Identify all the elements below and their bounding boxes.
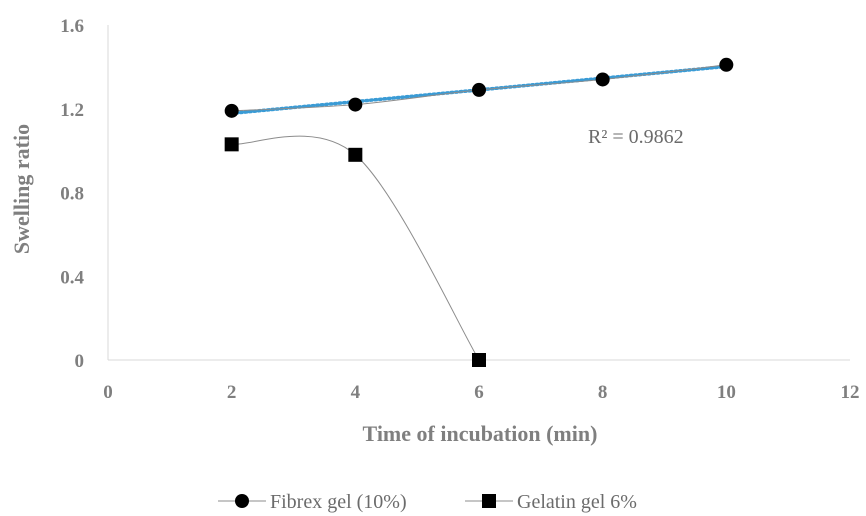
y-tick-label: 1.6 (60, 16, 84, 37)
series-line (231, 135, 480, 361)
x-tick-label: 12 (841, 382, 860, 403)
x-tick-label: 6 (474, 382, 484, 403)
x-tick-label: 2 (227, 382, 237, 403)
x-tick-labels: 0 2 4 6 8 10 12 (103, 382, 859, 403)
data-point-square (348, 147, 363, 162)
data-point-circle (348, 97, 363, 112)
legend-label: Gelatin gel 6% (517, 491, 637, 513)
series-group (224, 57, 734, 367)
legend: Fibrex gel (10%) Gelatin gel 6% (218, 491, 637, 513)
r-squared-label: R² = 0.9862 (588, 126, 684, 148)
data-point-circle (719, 57, 734, 72)
data-point-circle (595, 72, 610, 87)
legend-marker-square (482, 494, 496, 508)
x-tick-label: 0 (103, 382, 113, 403)
legend-marker-circle (235, 494, 249, 508)
y-tick-labels: 0 0.4 0.8 1.2 1.6 (60, 16, 84, 372)
data-point-square (224, 137, 239, 152)
x-tick-label: 10 (717, 382, 736, 403)
y-tick-label: 0.8 (60, 184, 84, 205)
data-point-circle (472, 82, 486, 97)
y-tick-label: 0 (75, 351, 85, 372)
y-tick-label: 0.4 (60, 267, 84, 288)
legend-label: Fibrex gel (10%) (270, 491, 407, 513)
axes (107, 25, 850, 361)
y-axis-title: Swelling ratio (9, 124, 34, 254)
x-tick-label: 8 (598, 382, 608, 403)
data-point-circle (224, 103, 239, 118)
x-axis-title: Time of incubation (min) (363, 421, 598, 446)
y-tick-label: 1.2 (60, 100, 84, 121)
data-point-square (472, 353, 486, 367)
x-tick-label: 4 (351, 382, 361, 403)
